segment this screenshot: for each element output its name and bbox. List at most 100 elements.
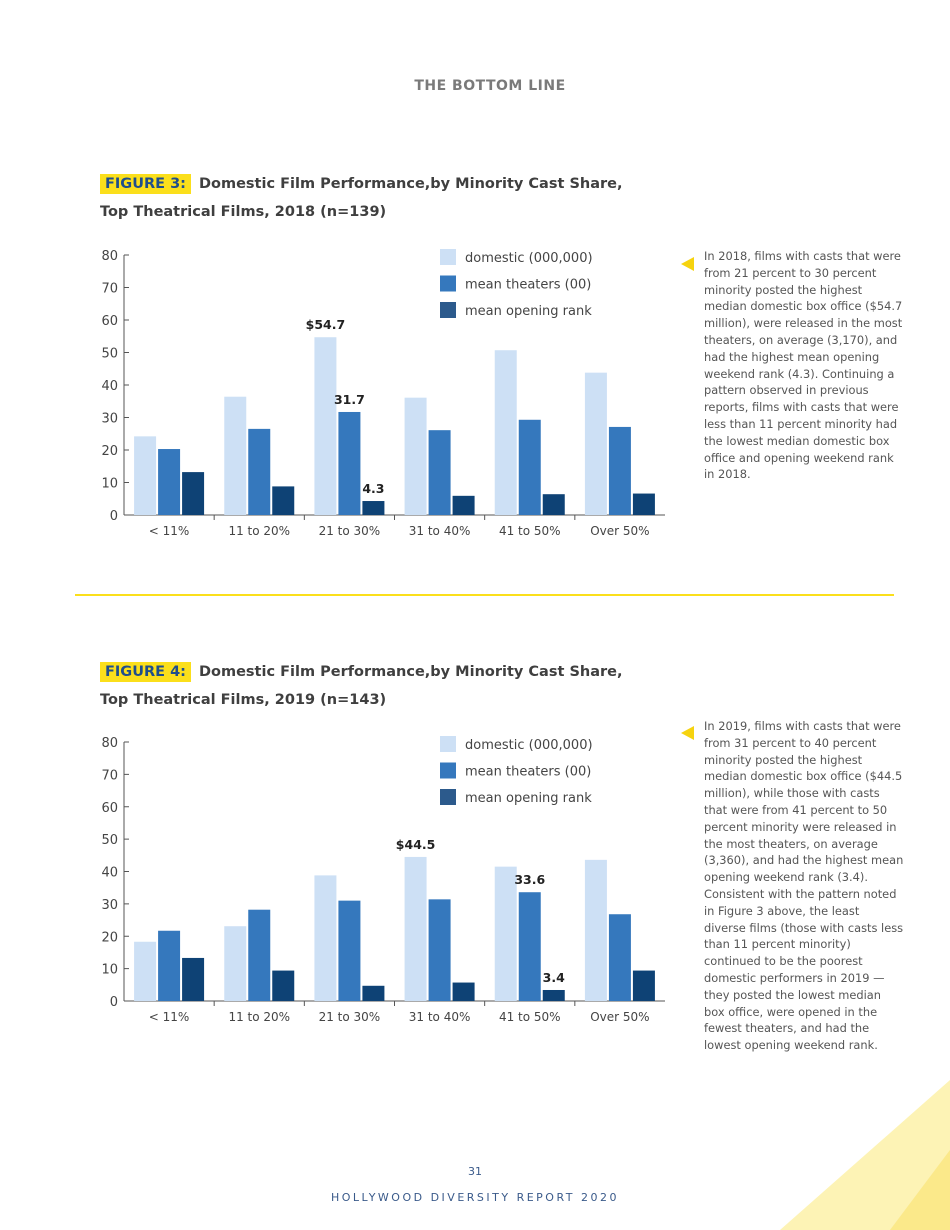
y-tick-label: 20 <box>101 444 118 459</box>
figure-4-title-line1: Domestic Film Performance,by Minority Ca… <box>198 664 623 680</box>
legend-label: domestic (000,000) <box>465 251 593 266</box>
legend-swatch <box>440 249 456 265</box>
bar-2-1 <box>272 486 295 515</box>
bar-0-1 <box>224 396 247 515</box>
x-tick-label: Over 50% <box>590 524 649 538</box>
bar-1-5 <box>608 426 631 515</box>
x-tick-label: 41 to 50% <box>499 524 561 538</box>
section-divider <box>75 594 894 596</box>
legend-swatch <box>440 762 456 779</box>
y-tick-label: 10 <box>101 477 118 492</box>
y-tick-label: 0 <box>110 509 118 524</box>
y-tick-label: 50 <box>101 347 118 362</box>
y-tick-label: 10 <box>101 963 118 978</box>
bar-1-3 <box>428 899 451 1001</box>
y-tick-label: 30 <box>101 412 118 427</box>
bar-0-2 <box>314 875 337 1001</box>
legend-swatch <box>440 736 456 752</box>
x-tick-label: Over 50% <box>590 1010 649 1024</box>
data-label: 4.3 <box>362 481 384 496</box>
data-label: 31.7 <box>334 392 365 407</box>
y-tick-label: 60 <box>101 314 118 329</box>
bar-1-0 <box>158 930 181 1001</box>
report-footer: HOLLYWOOD DIVERSITY REPORT 2020 <box>330 1191 620 1204</box>
bar-0-5 <box>584 859 607 1001</box>
x-tick-label: < 11% <box>149 524 190 538</box>
bar-1-3 <box>428 430 451 515</box>
bar-1-0 <box>158 449 181 515</box>
bar-2-3 <box>452 495 475 515</box>
figure-4-title-line2: Top Theatrical Films, 2019 (n=143) <box>100 692 387 708</box>
figure-4-title: FIGURE 4: Domestic Film Performance,by Mi… <box>100 658 623 714</box>
legend-swatch <box>440 789 456 805</box>
bar-2-1 <box>272 970 295 1001</box>
legend-swatch <box>440 275 456 292</box>
y-tick-label: 40 <box>101 866 118 881</box>
data-label: 3.4 <box>543 970 565 985</box>
bar-1-4 <box>518 892 541 1001</box>
data-label: $54.7 <box>306 317 346 332</box>
y-tick-label: 80 <box>101 249 118 264</box>
legend-swatch <box>440 302 456 318</box>
y-tick-label: 0 <box>110 995 118 1010</box>
y-tick-label: 20 <box>101 930 118 945</box>
bar-2-4 <box>542 989 565 1001</box>
x-tick-label: 31 to 40% <box>409 1010 471 1024</box>
bar-2-3 <box>452 982 475 1001</box>
x-tick-label: 41 to 50% <box>499 1010 561 1024</box>
bar-0-4 <box>494 350 517 515</box>
y-tick-label: 30 <box>101 898 118 913</box>
bar-0-3 <box>404 856 427 1001</box>
bar-2-0 <box>182 472 205 515</box>
x-tick-label: 31 to 40% <box>409 524 471 538</box>
bar-0-0 <box>134 941 157 1001</box>
bar-1-2 <box>338 900 361 1001</box>
section-header: THE BOTTOM LINE <box>414 78 566 94</box>
y-tick-label: 60 <box>101 801 118 816</box>
figure-4-note: In 2019, films with casts that were from… <box>704 719 904 1053</box>
y-tick-label: 80 <box>101 736 118 751</box>
y-tick-label: 40 <box>101 379 118 394</box>
x-tick-label: 21 to 30% <box>319 524 381 538</box>
bar-1-1 <box>248 909 271 1001</box>
figure-3-tag: FIGURE 3: <box>100 174 191 194</box>
page-number: 31 <box>468 1165 482 1178</box>
y-tick-label: 50 <box>101 833 118 848</box>
bar-1-2 <box>338 411 361 515</box>
bar-0-4 <box>494 866 517 1001</box>
data-label: $44.5 <box>396 837 436 852</box>
x-tick-label: < 11% <box>149 1010 190 1024</box>
figure-3-title-line1: Domestic Film Performance,by Minority Ca… <box>198 176 623 192</box>
figure-4-tag: FIGURE 4: <box>100 662 191 682</box>
bar-0-1 <box>224 926 247 1001</box>
y-tick-label: 70 <box>101 282 118 297</box>
y-tick-label: 70 <box>101 768 118 783</box>
bar-2-5 <box>632 970 655 1001</box>
figure-3-note: In 2018, films with casts that were from… <box>704 249 903 482</box>
pointer-triangle-icon <box>681 726 694 740</box>
legend-label: mean theaters (00) <box>465 278 591 293</box>
bar-0-2 <box>314 337 337 515</box>
bar-1-5 <box>608 914 631 1001</box>
figure-3-chart: 0 10 20 30 40 50 60 70 80 < 11% 11 to 20% 21 to 30%… <box>101 249 665 538</box>
bar-0-3 <box>404 397 427 515</box>
legend-label: mean theaters (00) <box>465 765 591 780</box>
legend-label: mean opening rank <box>465 304 592 319</box>
legend-label: mean opening rank <box>465 791 592 806</box>
pointer-triangle-icon <box>681 257 694 271</box>
bar-2-0 <box>182 957 205 1001</box>
x-tick-label: 11 to 20% <box>228 1010 290 1024</box>
bar-2-2 <box>362 985 385 1001</box>
legend-label: domestic (000,000) <box>465 738 593 753</box>
data-label: 33.6 <box>514 872 545 887</box>
bar-0-0 <box>134 436 157 515</box>
bar-2-4 <box>542 494 565 515</box>
bar-2-2 <box>362 501 385 515</box>
bar-1-1 <box>248 428 271 515</box>
figure-3-title-line2: Top Theatrical Films, 2018 (n=139) <box>100 204 387 220</box>
bar-2-5 <box>632 493 655 515</box>
bar-0-5 <box>584 372 607 515</box>
x-tick-label: 11 to 20% <box>228 524 290 538</box>
figure-3-title: FIGURE 3: Domestic Film Performance,by Mi… <box>100 170 623 226</box>
